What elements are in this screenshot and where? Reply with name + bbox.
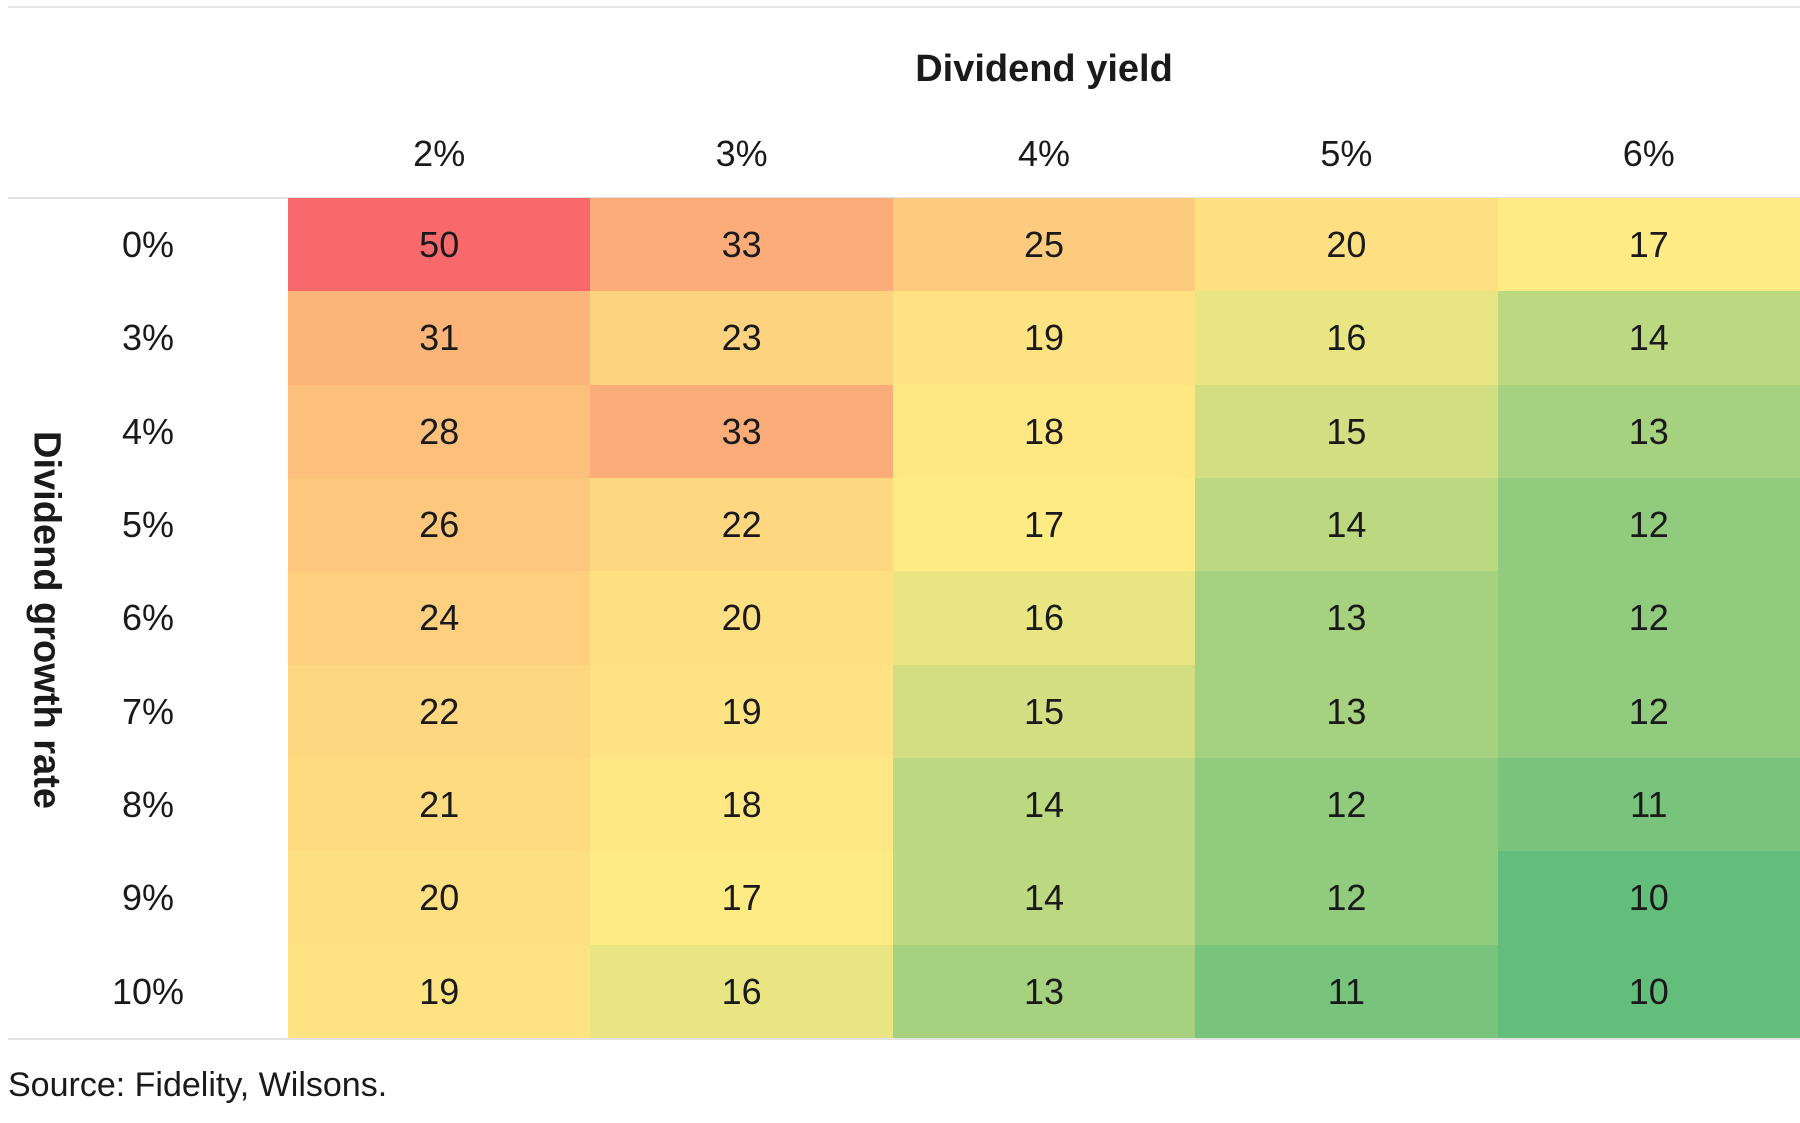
heatmap-cell-r4-c3: 13 [1195, 571, 1498, 665]
heatmap-cell-r6-c3: 12 [1195, 757, 1498, 852]
heatmap-cell-r5-c1: 19 [590, 664, 893, 758]
row-header-0: 0% [121, 224, 175, 265]
heatmap-cell-r8-c0: 19 [288, 944, 591, 1038]
heatmap-cell-r6-c2: 14 [892, 757, 1196, 852]
heatmap-cell-r4-c2: 16 [892, 571, 1196, 665]
heatmap-cell-r1-c1: 23 [590, 291, 893, 385]
heatmap-cell-r0-c2: 25 [892, 198, 1196, 292]
row-header-1: 3% [121, 317, 175, 359]
row-header-8: 10% [111, 970, 185, 1012]
heatmap-cell-r7-c1: 17 [590, 851, 893, 945]
heatmap-cell-r3-c2: 17 [892, 477, 1196, 572]
row-header-7: 9% [121, 877, 175, 919]
row-headers: 0% 3% 4% 5% 6% 7% 8% 9% 10% [8, 198, 288, 1038]
heatmap-cell-r0-c1: 33 [590, 198, 893, 292]
heatmap-cell-r7-c0: 20 [288, 851, 591, 945]
heatmap-cell-r3-c0: 26 [288, 477, 591, 572]
row-header-2: 4% [121, 410, 175, 452]
heatmap-cell-r7-c4: 10 [1497, 851, 1800, 945]
heatmap-cell-r8-c3: 11 [1195, 944, 1498, 1038]
row-header-4: 6% [121, 597, 175, 639]
heatmap-cell-r6-c0: 21 [288, 757, 591, 852]
row-header-3: 5% [121, 503, 175, 545]
heatmap-cell-r2-c2: 18 [892, 384, 1196, 478]
heatmap-cell-r8-c1: 16 [590, 944, 893, 1038]
heatmap-cell-r5-c4: 12 [1497, 664, 1800, 758]
heatmap-cell-r8-c2: 13 [892, 944, 1196, 1038]
source-note: Source: Fidelity, Wilsons. [8, 1066, 388, 1104]
heatmap-cell-r7-c2: 14 [892, 851, 1196, 945]
heatmap-cell-r5-c2: 15 [892, 664, 1196, 758]
x-axis-title: Dividend yield [915, 48, 1173, 90]
heatmap-cell-r7-c3: 12 [1195, 851, 1498, 945]
heatmap-cell-r6-c4: 11 [1497, 757, 1800, 852]
column-header-3: 5% [1320, 133, 1373, 174]
heatmap-cell-r0-c3: 20 [1195, 198, 1498, 292]
heatmap-cell-r4-c4: 12 [1497, 571, 1800, 665]
heatmap-cell-r2-c4: 13 [1497, 384, 1800, 478]
heatmap-cell-r0-c4: 17 [1497, 198, 1800, 292]
heatmap-cell-r2-c3: 15 [1195, 384, 1498, 478]
heatmap-cell-r4-c0: 24 [288, 571, 591, 665]
heatmap-cell-r0-c0: 50 [288, 198, 591, 292]
heatmap-cell-r1-c4: 14 [1497, 291, 1800, 385]
heatmap-cell-r5-c0: 22 [288, 664, 591, 758]
top-rule [8, 6, 1800, 8]
heatmap-cell-r4-c1: 20 [590, 571, 893, 665]
column-header-1: 3% [715, 133, 768, 174]
column-header-0: 2% [413, 133, 466, 174]
heatmap-grid: 50 33 25 20 17 31 23 19 16 14 28 33 18 15 13 26 22 17 14 12… [288, 198, 1800, 1038]
row-header-6: 8% [121, 783, 175, 825]
heatmap-cell-r2-c1: 33 [590, 384, 893, 478]
row-header-5: 7% [121, 690, 175, 732]
column-header-2: 4% [1017, 133, 1070, 174]
heatmap-cell-r5-c3: 13 [1195, 664, 1498, 758]
column-header-4: 6% [1622, 133, 1675, 174]
column-headers: 2% 3% 4% 5% 6% [288, 124, 1800, 184]
heatmap-cell-r3-c3: 14 [1195, 477, 1498, 572]
heatmap-cell-r6-c1: 18 [590, 757, 893, 852]
bottom-rule [8, 1038, 1800, 1040]
heatmap-cell-r1-c0: 31 [288, 291, 591, 385]
heatmap-cell-r1-c2: 19 [892, 291, 1196, 385]
heatmap-cell-r3-c1: 22 [590, 477, 893, 572]
heatmap-cell-r2-c0: 28 [288, 384, 591, 478]
heatmap-cell-r1-c3: 16 [1195, 291, 1498, 385]
heatmap-cell-r3-c4: 12 [1497, 477, 1800, 572]
heatmap-cell-r8-c4: 10 [1497, 944, 1800, 1038]
